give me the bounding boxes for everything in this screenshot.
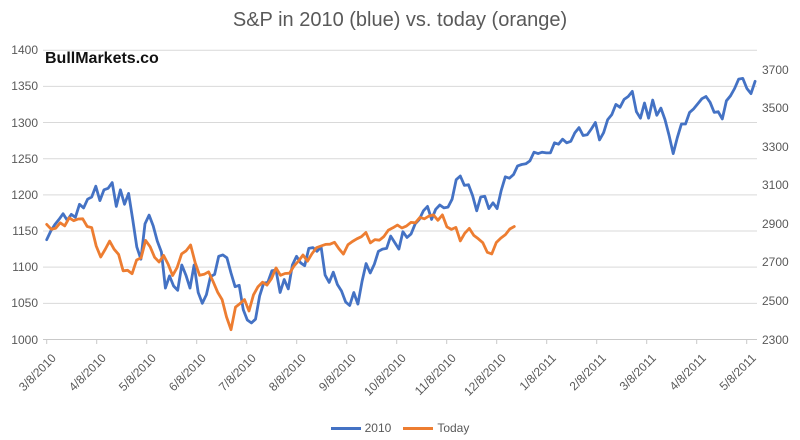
y-axis-left-tick-label: 1400: [11, 43, 38, 58]
y-axis-left-tick-label: 1250: [11, 151, 38, 166]
y-axis-left-tick-label: 1000: [11, 332, 38, 347]
y-axis-right-tick-label: 2300: [762, 332, 789, 347]
y-axis-left-tick-label: 1050: [11, 296, 38, 311]
y-axis-right-tick-label: 3300: [762, 139, 789, 154]
legend-item-2010: 2010: [330, 421, 392, 435]
y-axis-left-tick-label: 1150: [12, 224, 38, 238]
series-line-2010: [45, 77, 757, 325]
chart-title: S&P in 2010 (blue) vs. today (orange): [232, 9, 568, 31]
y-axis-left-tick-label: 1350: [11, 79, 38, 94]
y-axis-right-tick-label: 3500: [762, 101, 789, 116]
y-axis-left-tick-label: 1300: [11, 115, 38, 130]
legend-label-today: Today: [437, 421, 470, 435]
y-axis-right-tick-label: 2900: [762, 216, 789, 231]
legend: 2010 Today: [0, 421, 800, 435]
watermark: BullMarkets.co: [45, 50, 159, 67]
legend-swatch-2010: [330, 426, 361, 430]
y-axis-right-tick-label: 3700: [762, 62, 789, 77]
legend-item-today: Today: [403, 421, 469, 435]
series-line-today: [45, 213, 516, 332]
y-axis-left-tick-label: 1200: [11, 187, 38, 202]
y-axis-right-tick-label: 3100: [762, 178, 789, 193]
legend-label-2010: 2010: [364, 421, 392, 435]
y-axis-right-tick-label: 2700: [762, 255, 789, 270]
legend-swatch-today: [403, 426, 434, 430]
y-axis-left-tick-label: 1100: [12, 260, 38, 275]
y-axis-right-tick-label: 2500: [762, 293, 789, 308]
